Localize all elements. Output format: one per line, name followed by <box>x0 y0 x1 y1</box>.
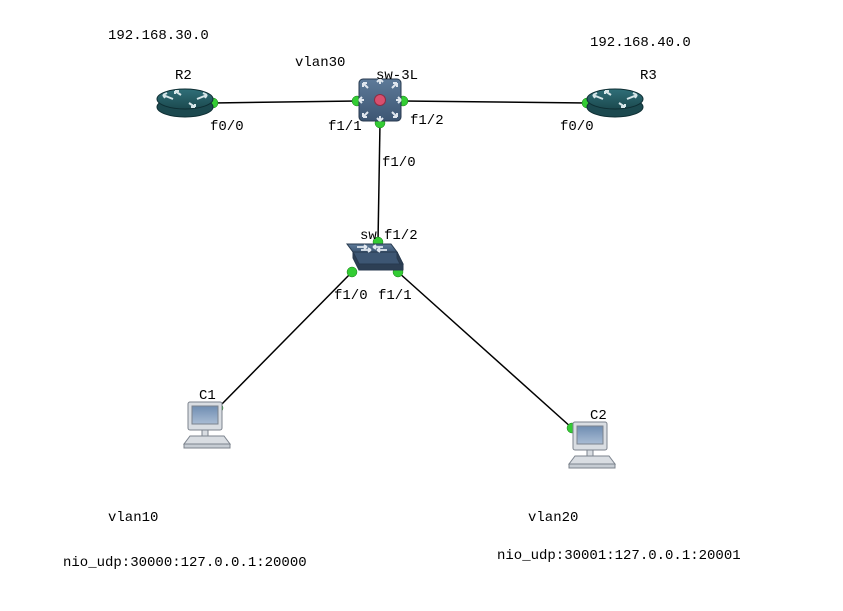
c2-name-label: C2 <box>590 408 607 424</box>
vlan20-label: vlan20 <box>528 510 578 526</box>
sw3l-name-label: sw-3L <box>376 68 418 84</box>
r3-port-f00: f0/0 <box>560 119 594 135</box>
sw3l-port-f12: f1/2 <box>410 113 444 129</box>
nio-udp-2-label: nio_udp:30001:127.0.0.1:20001 <box>497 548 741 564</box>
vlan30-label: vlan30 <box>295 55 345 71</box>
subnet-label-40: 192.168.40.0 <box>590 35 691 51</box>
router-r2[interactable] <box>155 85 215 119</box>
r2-name-label: R2 <box>175 68 192 84</box>
router-r3[interactable] <box>585 85 645 119</box>
sw-name-label: sw <box>360 228 377 244</box>
r2-port-f00: f0/0 <box>210 119 244 135</box>
r3-name-label: R3 <box>640 68 657 84</box>
sw-port-f11: f1/1 <box>378 288 412 304</box>
sw3l-port-f11: f1/1 <box>328 119 362 135</box>
switch-sw[interactable] <box>345 240 405 274</box>
sw-port-f12: f1/2 <box>384 228 418 244</box>
vlan10-label: vlan10 <box>108 510 158 526</box>
network-topology-canvas: 192.168.30.0 192.168.40.0 vlan30 sw-3L R… <box>0 0 843 611</box>
sw-port-f10: f1/0 <box>334 288 368 304</box>
sw3l-port-f10: f1/0 <box>382 155 416 171</box>
subnet-label-30: 192.168.30.0 <box>108 28 209 44</box>
nio-udp-1-label: nio_udp:30000:127.0.0.1:20000 <box>63 555 307 571</box>
pc-c2[interactable] <box>565 420 619 470</box>
pc-c1[interactable] <box>180 400 234 450</box>
c1-name-label: C1 <box>199 388 216 404</box>
